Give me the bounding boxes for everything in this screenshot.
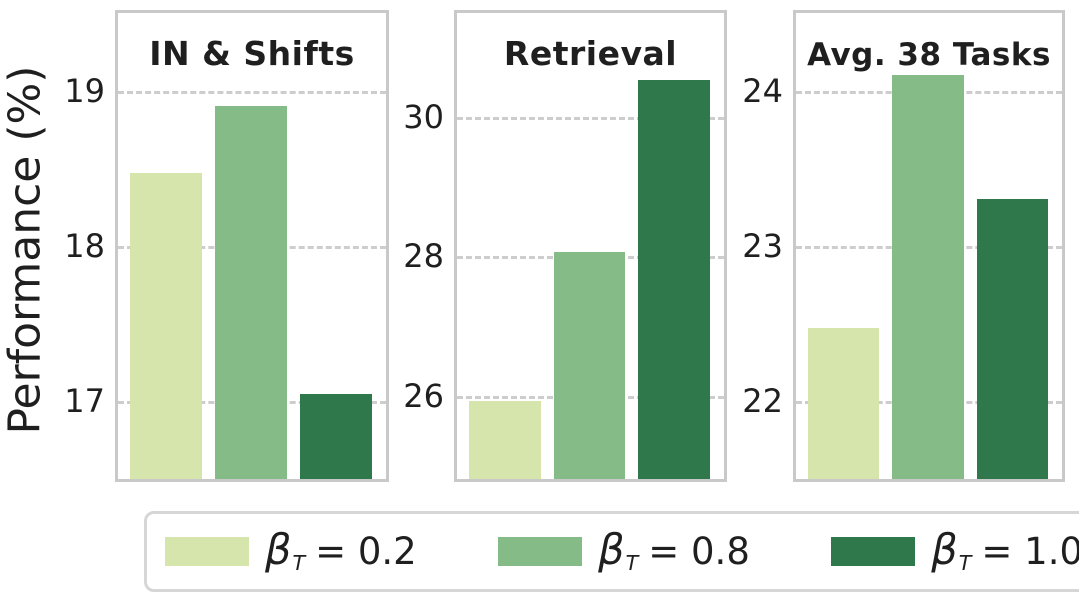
legend-label: βT = 0.8 [598, 529, 750, 575]
gridline [118, 90, 386, 94]
legend: βT = 0.2 βT = 0.8 βT = 1.0 [144, 511, 1079, 592]
bar-0.2-0 [468, 401, 541, 479]
legend-item-beta-1-0: βT = 1.0 [831, 529, 1079, 575]
y-tick-label: 23 [742, 227, 783, 265]
y-tick-label: 22 [742, 382, 783, 421]
legend-value: = 0.8 [648, 529, 750, 573]
y-tick-label: 18 [64, 227, 105, 265]
legend-item-beta-0-2: βT = 0.2 [165, 529, 417, 575]
legend-item-beta-0-8: βT = 0.8 [498, 529, 750, 575]
legend-swatch-beta-0-8 [498, 536, 583, 566]
bar-1.0-2 [638, 80, 711, 479]
legend-label: βT = 1.0 [931, 529, 1079, 575]
beta-subscript: T [625, 550, 639, 575]
gridline [457, 117, 724, 121]
y-tick-label: 30 [403, 98, 444, 137]
beta-symbol: β [265, 525, 292, 574]
beta-subscript: T [292, 550, 306, 575]
panel-retrieval: Retrieval 26 28 30 [403, 10, 727, 482]
panel-in-and-shifts: IN & Shifts 17 18 19 [64, 10, 389, 482]
y-tick-label: 19 [64, 71, 105, 110]
bar-0.8-1 [553, 251, 626, 479]
y-tick-label: 26 [403, 376, 444, 415]
y-tick-label: 17 [64, 382, 105, 421]
bar-1.0-2 [976, 199, 1049, 479]
legend-swatch-beta-1-0 [831, 536, 916, 566]
bar-1.0-2 [300, 393, 373, 479]
y-tick-label: 28 [403, 237, 444, 276]
panel-title: IN & Shifts [149, 34, 355, 73]
y-tick-label: 24 [742, 71, 783, 110]
bar-0.2-0 [807, 328, 880, 479]
y-axis-label: Performance (%) [0, 65, 51, 435]
beta-symbol: β [598, 525, 625, 574]
panel-title: Avg. 38 Tasks [807, 37, 1051, 73]
legend-value: = 0.2 [315, 529, 417, 573]
beta-subscript: T [958, 550, 972, 575]
bar-0.8-1 [215, 106, 288, 479]
beta-symbol: β [931, 525, 958, 574]
bar-0.8-1 [892, 75, 964, 479]
legend-label: βT = 0.2 [265, 529, 417, 575]
legend-swatch-beta-0-2 [165, 536, 249, 566]
legend-value: = 1.0 [981, 529, 1079, 573]
panel-avg-38-tasks: Avg. 38 Tasks 22 23 24 [742, 10, 1065, 482]
panel-title: Retrieval [503, 34, 678, 73]
bar-0.2-0 [130, 173, 202, 479]
